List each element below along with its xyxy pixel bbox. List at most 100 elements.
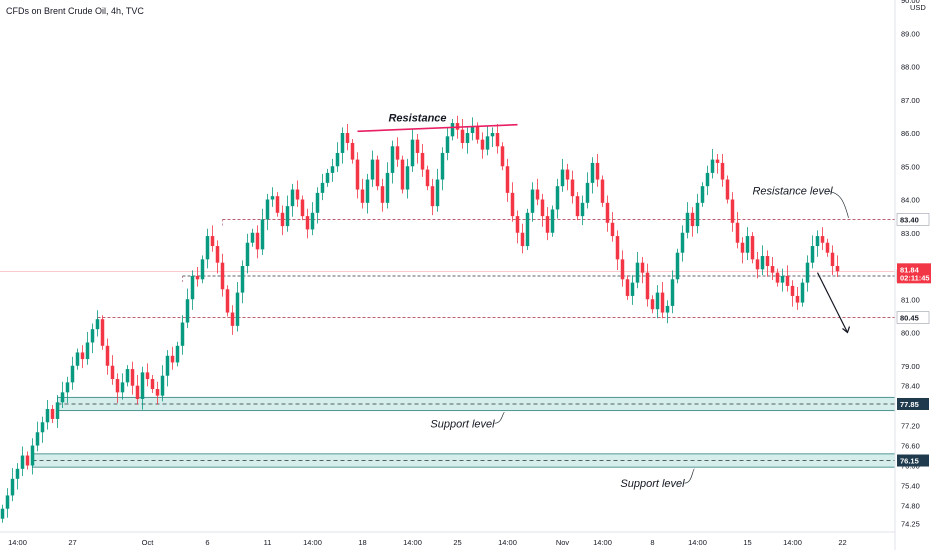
candle-body <box>0 508 5 519</box>
price-tick-label: 89.00 <box>901 29 920 38</box>
candle-body <box>55 402 60 419</box>
price-tick-label: 77.20 <box>901 422 920 431</box>
candle-body <box>310 212 315 230</box>
candle-body <box>210 236 215 247</box>
candle-body <box>215 246 220 263</box>
candle-body <box>425 169 430 187</box>
candle-body <box>285 206 290 227</box>
candle-body <box>470 126 475 133</box>
time-tick-label: 25 <box>453 538 461 547</box>
candle-body <box>200 259 205 280</box>
price-tag-label: 76.15 <box>900 457 919 466</box>
candle-body <box>380 186 385 203</box>
candle-body <box>740 242 745 253</box>
candle-body <box>800 282 805 303</box>
time-tick-label: 14:00 <box>783 538 802 547</box>
time-tick-label: 14:00 <box>303 538 322 547</box>
candle-body <box>175 345 180 363</box>
candle-body <box>640 262 645 273</box>
candle-body <box>790 285 795 296</box>
candle-body <box>615 236 620 260</box>
candle-body <box>440 152 445 180</box>
candle-body <box>365 179 370 203</box>
candle-body <box>165 355 170 376</box>
price-tick-label: 87.00 <box>901 96 920 105</box>
candle-body <box>355 159 360 190</box>
annotation-label: Resistance <box>388 112 446 124</box>
candle-body <box>105 345 110 366</box>
time-tick-label: 27 <box>68 538 76 547</box>
candle-body <box>695 202 700 227</box>
candles-layer <box>0 115 840 523</box>
annotation-arrow <box>684 468 695 484</box>
candle-body <box>340 133 345 153</box>
candle-body <box>560 169 565 187</box>
candle-body <box>5 495 10 509</box>
support-zone <box>57 396 896 412</box>
candle-body <box>70 365 75 383</box>
candle-body <box>565 169 570 180</box>
candle-body <box>815 236 820 247</box>
candle-body <box>780 275 785 283</box>
candle-body <box>295 189 300 200</box>
candle-body <box>90 329 95 343</box>
candle-body <box>690 212 695 227</box>
candle-body <box>770 266 775 273</box>
price-tag-box <box>897 397 929 410</box>
countdown-label: 02:11:45 <box>900 273 930 282</box>
candle-body <box>735 222 740 243</box>
candle-body <box>785 275 790 286</box>
price-tick-label: 76.60 <box>901 442 920 451</box>
price-tick-label: 79.00 <box>901 362 920 371</box>
time-tick-label: 11 <box>264 538 272 547</box>
candle-body <box>540 199 545 217</box>
candle-body <box>360 189 365 203</box>
price-tick-label: 74.25 <box>901 520 920 529</box>
price-tick-label: 84.00 <box>901 196 920 205</box>
candle-body <box>555 186 560 210</box>
candle-body <box>100 319 105 346</box>
candle-body <box>585 182 590 203</box>
candle-body <box>290 189 295 207</box>
candle-body <box>150 379 155 390</box>
candle-body <box>255 232 260 250</box>
candle-body <box>415 139 420 153</box>
candle-body <box>625 279 630 296</box>
candle-body <box>590 162 595 183</box>
candle-body <box>130 369 135 386</box>
candle-body <box>670 279 675 306</box>
candle-body <box>395 146 400 160</box>
candle-body <box>335 152 340 167</box>
candle-body <box>345 133 350 143</box>
candle-body <box>400 159 405 190</box>
candle-body <box>65 382 70 393</box>
time-tick-label: 6 <box>205 538 209 547</box>
price-axis: 74.2574.8075.4076.0076.6077.2078.4079.00… <box>894 0 931 550</box>
candle-body <box>115 379 120 393</box>
candle-body <box>825 242 830 253</box>
price-tag-label: 80.45 <box>900 314 919 323</box>
candle-body <box>545 216 550 233</box>
candle-body <box>260 219 265 250</box>
candle-body <box>30 445 35 466</box>
candle-body <box>575 196 580 217</box>
candle-body <box>220 262 225 290</box>
candle-body <box>250 232 255 243</box>
candle-body <box>320 182 325 193</box>
candle-body <box>190 275 195 300</box>
candle-body <box>635 262 640 283</box>
candle-body <box>180 322 185 346</box>
price-tick-label: 88.00 <box>901 63 920 72</box>
candle-body <box>455 123 460 130</box>
candle-body <box>435 179 440 207</box>
price-tick-label: 74.80 <box>901 501 920 510</box>
candle-body <box>125 369 130 383</box>
candle-body <box>710 159 715 173</box>
price-tick-label: 83.00 <box>901 229 920 238</box>
candle-body <box>350 142 355 160</box>
candle-body <box>25 455 30 466</box>
candle-body <box>245 242 250 266</box>
candle-body <box>205 236 210 260</box>
candle-body <box>300 199 305 217</box>
